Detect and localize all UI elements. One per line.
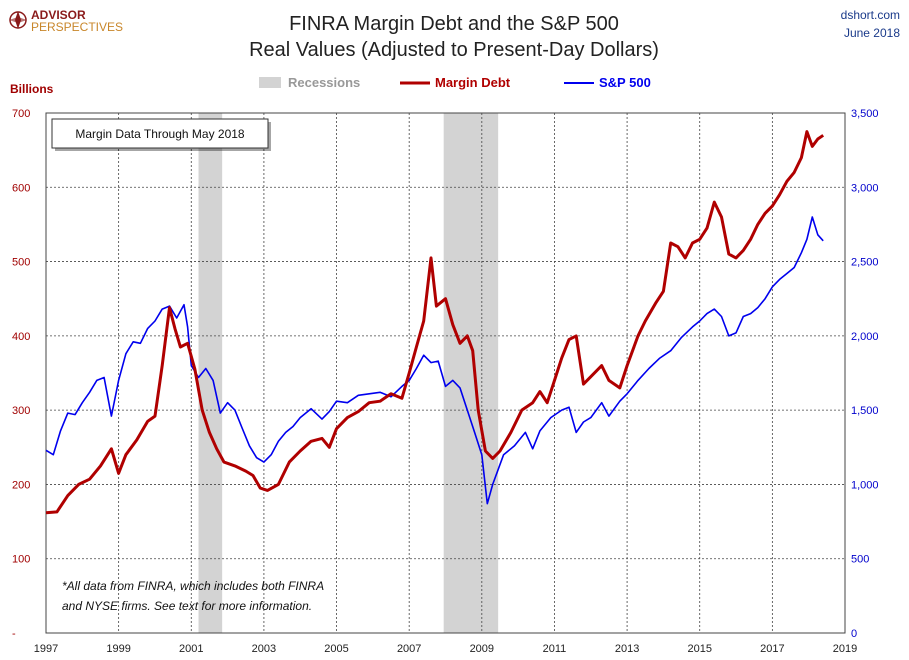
y-tick-label-left: 700 <box>12 108 30 120</box>
source-label: dshort.com <box>841 8 900 22</box>
compass-icon <box>9 11 27 29</box>
y-tick-label-right: 1,500 <box>851 405 879 417</box>
margin-debt-line <box>45 130 825 515</box>
legend-sp-label: S&P 500 <box>599 75 651 90</box>
legend: Recessions Margin Debt S&P 500 <box>259 75 651 90</box>
date-label: June 2018 <box>844 26 900 40</box>
y-tick-label-left: 500 <box>12 257 30 269</box>
y-tick-label-left: - <box>12 628 16 640</box>
y-tick-label-left: 400 <box>12 331 30 343</box>
footnote-line1: *All data from FINRA, which includes bot… <box>62 579 324 593</box>
logo: ADVISOR PERSPECTIVES <box>9 8 123 34</box>
chart-subtitle: Real Values (Adjusted to Present-Day Dol… <box>249 39 659 61</box>
x-tick-label: 1999 <box>106 643 130 655</box>
x-tick-label: 2007 <box>397 643 421 655</box>
x-tick-label: 2017 <box>760 643 784 655</box>
x-tick-label: 2015 <box>687 643 711 655</box>
y-tick-label-right: 3,000 <box>851 182 879 194</box>
recession-band <box>198 113 223 633</box>
x-tick-label: 2011 <box>543 643 567 655</box>
y-tick-label-right: 2,000 <box>851 331 879 343</box>
recession-bands <box>198 113 499 633</box>
plot-frame <box>45 112 846 634</box>
y-tick-label-right: 0 <box>851 628 857 640</box>
annotation-text: Margin Data Through May 2018 <box>75 127 245 141</box>
logo-line1: ADVISOR <box>31 8 86 22</box>
y-tick-label-left: 600 <box>12 182 30 194</box>
y-tick-label-left: 100 <box>12 554 30 566</box>
legend-recessions-label: Recessions <box>288 75 360 90</box>
y-tick-label-right: 3,500 <box>851 108 879 120</box>
y-axis-label-left: Billions <box>10 82 54 96</box>
x-tick-label: 2003 <box>252 643 276 655</box>
x-tick-label: 2005 <box>324 643 348 655</box>
grid-lines <box>46 113 845 633</box>
y-tick-label-left: 200 <box>12 479 30 491</box>
series-lines <box>45 130 825 515</box>
legend-margin-label: Margin Debt <box>435 75 511 90</box>
x-tick-label: 2009 <box>470 643 494 655</box>
y-tick-label-right: 500 <box>851 554 869 566</box>
chart-title: FINRA Margin Debt and the S&P 500 <box>289 13 619 35</box>
tick-labels: - 0 100 500 200 1,000 300 1,500 400 2,000 500 2,500… <box>12 108 879 655</box>
legend-recessions-swatch <box>259 77 281 88</box>
logo-line2: PERSPECTIVES <box>31 20 123 34</box>
footnote-line2: and NYSE firms. See text for more inform… <box>62 599 312 613</box>
sp500-line <box>45 216 824 505</box>
x-tick-label: 1997 <box>34 643 58 655</box>
y-tick-label-left: 300 <box>12 405 30 417</box>
x-tick-label: 2019 <box>833 643 857 655</box>
y-tick-label-right: 2,500 <box>851 257 879 269</box>
x-tick-label: 2001 <box>179 643 203 655</box>
x-tick-label: 2013 <box>615 643 639 655</box>
recession-band <box>443 113 499 633</box>
annotation-box: Margin Data Through May 2018 <box>51 118 271 151</box>
y-tick-label-right: 1,000 <box>851 479 879 491</box>
